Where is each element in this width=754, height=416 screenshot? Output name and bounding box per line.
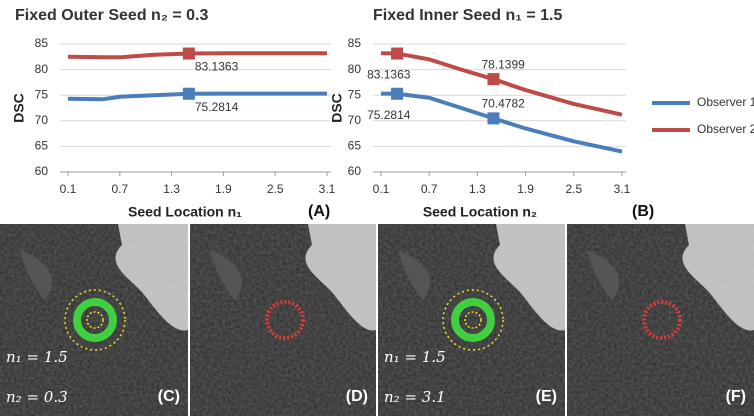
bone-region xyxy=(682,224,754,331)
image-panel: (D) xyxy=(190,224,376,416)
segmentation-ring xyxy=(265,300,305,340)
segmentation-ring xyxy=(73,298,117,342)
segmentation-ring xyxy=(451,298,495,342)
bone-region xyxy=(115,224,188,331)
x-tick-label: 1.3 xyxy=(163,182,180,196)
x-tick-label: 0.7 xyxy=(111,182,128,196)
vessel-region xyxy=(210,250,242,300)
legend-label: Observer 1 xyxy=(697,95,754,109)
series-line xyxy=(67,51,327,60)
series-line xyxy=(67,91,327,102)
bone-region xyxy=(493,224,565,331)
panel-label: (C) xyxy=(158,388,180,405)
image-note: n₁ = 1.5 xyxy=(384,348,446,366)
image-note: n₁ = 1.5 xyxy=(6,348,68,366)
point-marker xyxy=(182,47,195,60)
inner-seed xyxy=(464,311,482,329)
y-tick-label: 80 xyxy=(35,62,49,76)
x-axis-label: Seed Location n₁ xyxy=(128,204,242,220)
panel-label: (A) xyxy=(308,203,330,220)
x-tick-label: 1.9 xyxy=(517,182,534,196)
y-axis-label: DSC xyxy=(11,93,27,123)
value-label: 75.2814 xyxy=(195,100,239,114)
y-axis-label: DSC xyxy=(329,93,345,123)
x-axis-label: Seed Location n₂ xyxy=(423,204,537,220)
x-tick-label: 0.7 xyxy=(421,182,438,196)
vessel-region xyxy=(587,250,619,300)
point-marker xyxy=(487,112,500,125)
panel-label: (B) xyxy=(632,203,654,220)
chart-title: Fixed Outer Seed n₂ = 0.3 xyxy=(15,7,209,24)
x-tick-label: 3.1 xyxy=(319,182,336,196)
vessel-region xyxy=(398,250,430,300)
y-tick-label: 80 xyxy=(348,62,362,76)
x-tick-label: 3.1 xyxy=(614,182,631,196)
x-tick-label: 0.1 xyxy=(373,182,390,196)
segmentation-ring xyxy=(642,300,682,340)
y-tick-label: 70 xyxy=(348,113,362,127)
x-tick-label: 1.9 xyxy=(215,182,232,196)
value-label: 78.1399 xyxy=(481,57,525,71)
legend-label: Observer 2 xyxy=(697,122,754,136)
value-label: 83.1363 xyxy=(367,68,411,82)
bone-region xyxy=(305,224,376,331)
outer-seed xyxy=(64,289,126,351)
inner-seed xyxy=(86,311,104,329)
y-tick-label: 65 xyxy=(348,139,362,153)
image-note: n₂ = 0.3 xyxy=(6,388,68,406)
image-panels: (C) n₁ = 1.5 n₂ = 0.3 (D) (E) n₁ = 1.5 n₂ = 3.… xyxy=(0,224,754,416)
x-tick-label: 0.1 xyxy=(60,182,77,196)
y-tick-label: 85 xyxy=(35,36,49,50)
value-label: 83.1363 xyxy=(195,60,239,74)
y-tick-label: 70 xyxy=(35,113,49,127)
value-label: 75.2814 xyxy=(367,108,411,122)
point-marker xyxy=(391,87,404,100)
y-tick-label: 85 xyxy=(348,36,362,50)
image-note: n₂ = 3.1 xyxy=(384,388,446,406)
value-label: 70.4782 xyxy=(481,97,525,111)
point-marker xyxy=(487,73,500,86)
panel-label: (F) xyxy=(726,388,746,405)
outer-seed xyxy=(442,289,504,351)
panel-label: (D) xyxy=(346,388,368,405)
vessel-region xyxy=(20,250,52,300)
y-tick-label: 75 xyxy=(35,87,49,101)
image-panel: (E) n₁ = 1.5 n₂ = 3.1 xyxy=(378,224,565,416)
image-panel: (F) xyxy=(567,224,754,416)
y-tick-label: 65 xyxy=(35,139,49,153)
x-tick-label: 1.3 xyxy=(469,182,486,196)
x-tick-label: 2.5 xyxy=(565,182,582,196)
y-tick-label: 60 xyxy=(35,164,49,178)
image-panel: (C) n₁ = 1.5 n₂ = 0.3 xyxy=(0,224,188,416)
x-tick-label: 2.5 xyxy=(267,182,284,196)
point-marker xyxy=(391,47,404,60)
y-tick-label: 60 xyxy=(348,164,362,178)
point-marker xyxy=(182,87,195,100)
panel-label: (E) xyxy=(536,388,557,405)
chart-title: Fixed Inner Seed n₁ = 1.5 xyxy=(373,7,562,24)
y-tick-label: 75 xyxy=(348,87,362,101)
